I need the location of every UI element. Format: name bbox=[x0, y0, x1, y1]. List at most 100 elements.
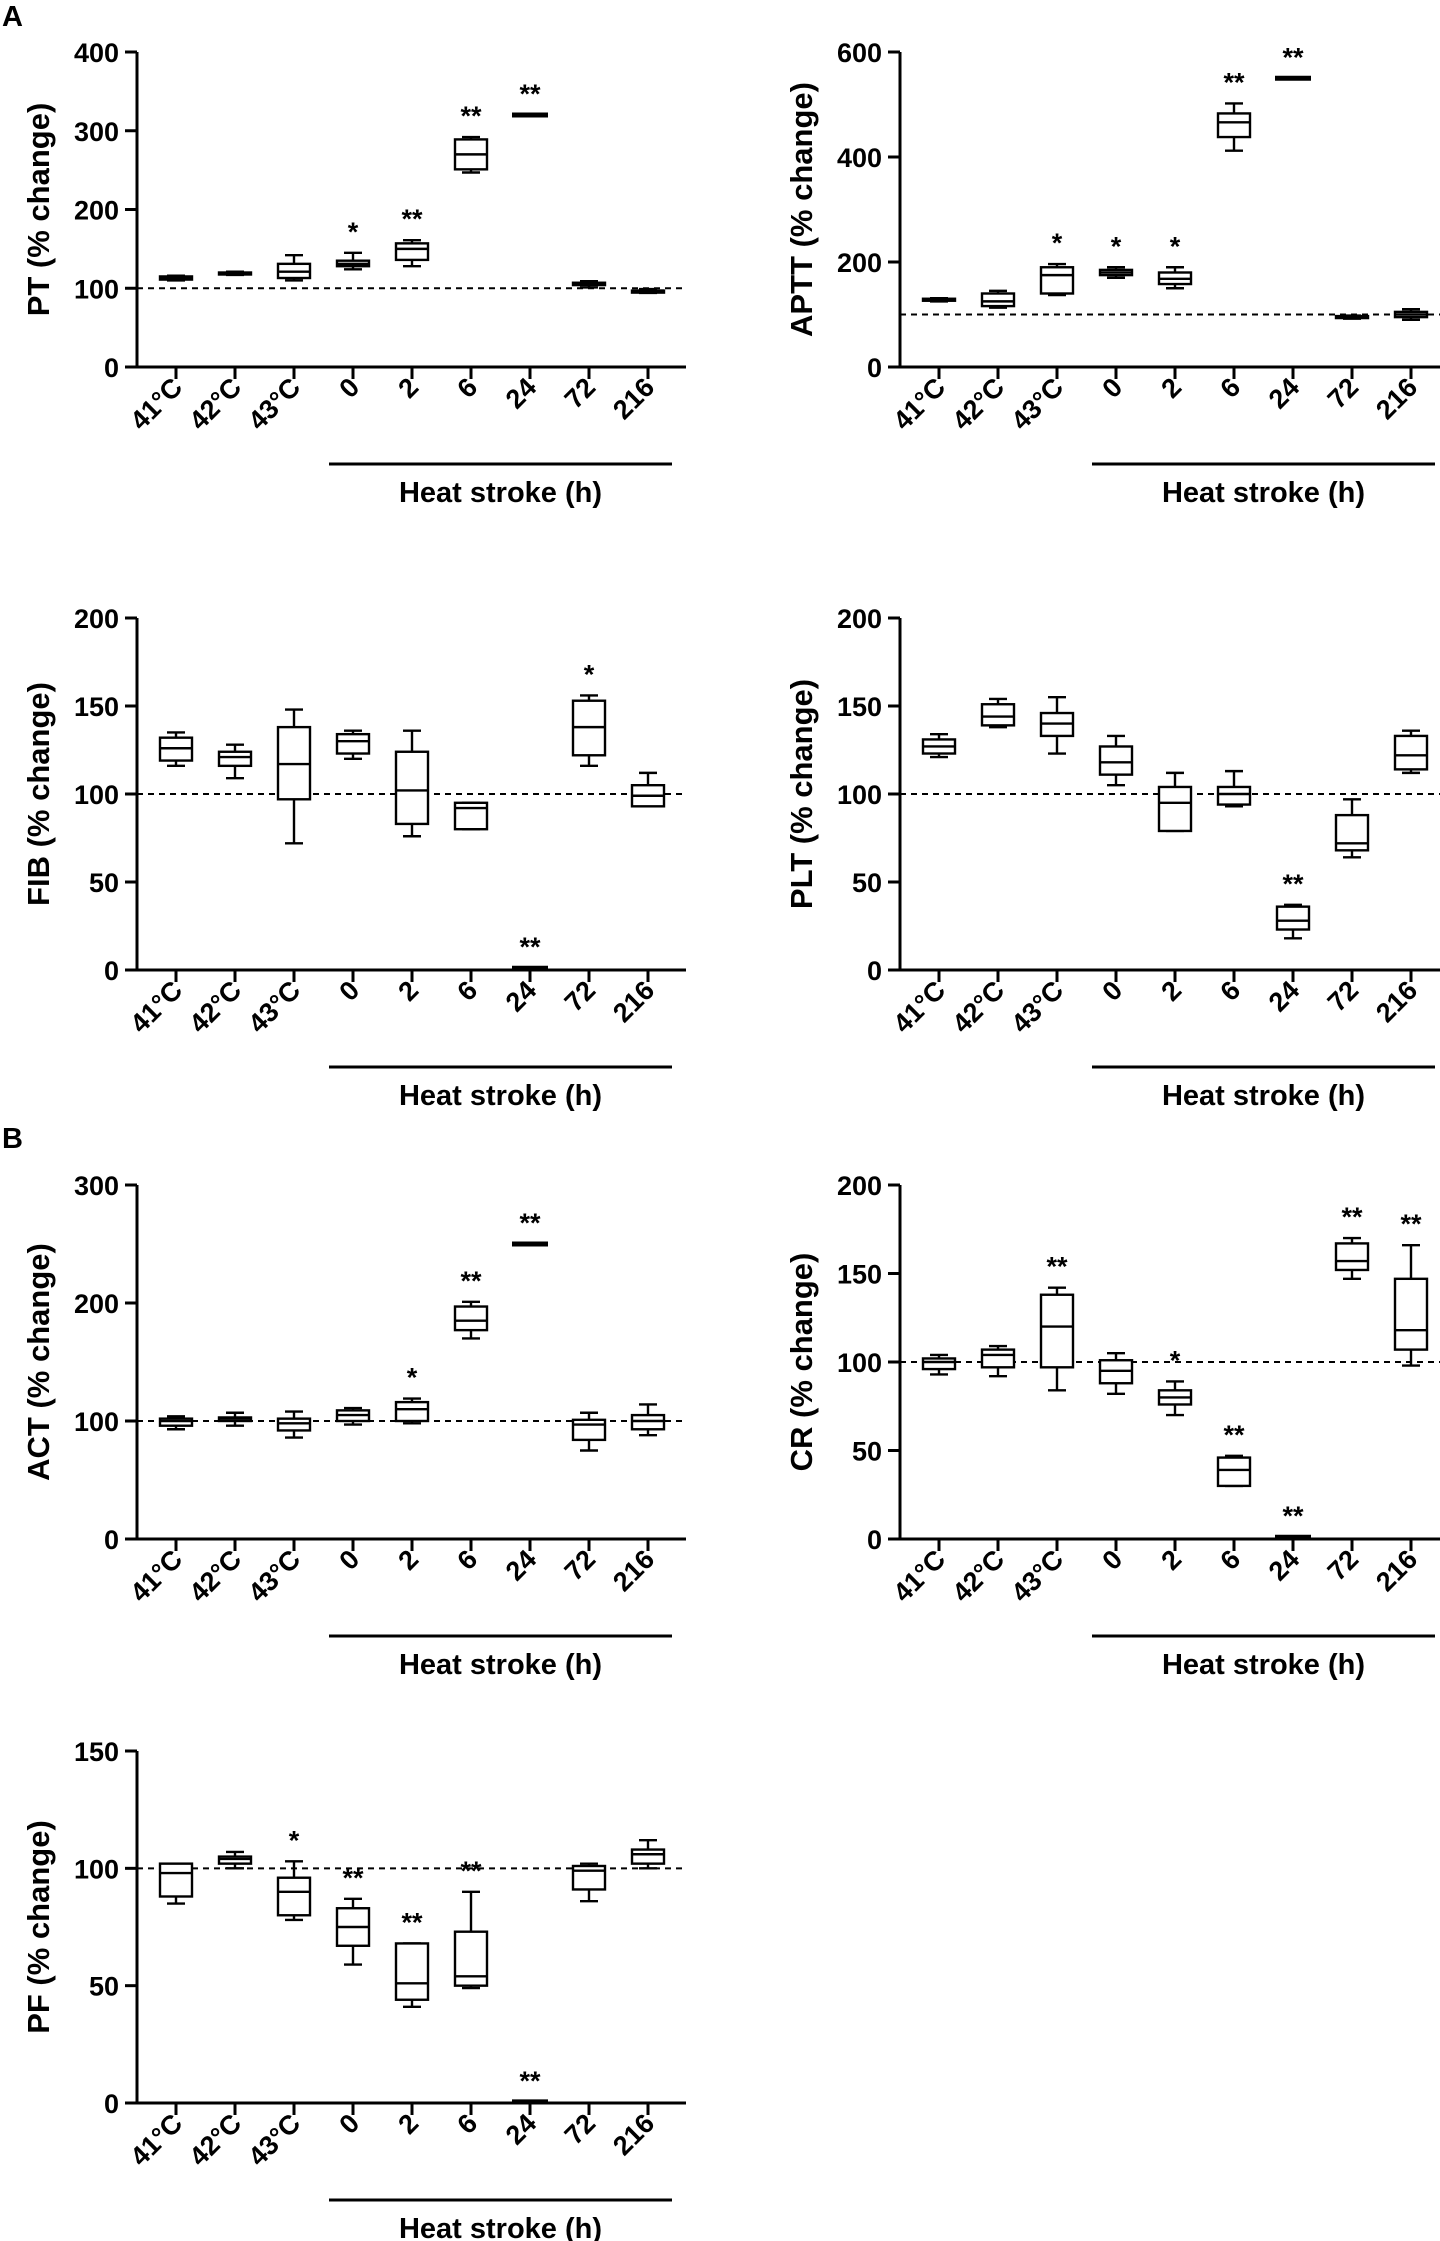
y-tick-label: 300 bbox=[74, 117, 119, 147]
y-tick-label: 0 bbox=[867, 353, 882, 383]
box-iqr bbox=[453, 1305, 489, 1332]
significance-marker: ** bbox=[1282, 869, 1304, 899]
group-label: Heat stroke (h) bbox=[1162, 477, 1365, 509]
box-6: ** 24 bbox=[1263, 1501, 1311, 1586]
box-5: 6 bbox=[451, 801, 489, 1007]
x-category-label: 43°C bbox=[1005, 372, 1069, 436]
x-category-label: 72 bbox=[559, 2108, 601, 2150]
y-tick-label: 400 bbox=[837, 143, 882, 173]
x-category-label: 0 bbox=[333, 975, 365, 1007]
box-iqr bbox=[1393, 1277, 1429, 1351]
y-tick-label: 100 bbox=[74, 1407, 119, 1437]
box-iqr bbox=[1334, 813, 1370, 852]
x-category-label: 6 bbox=[451, 2108, 483, 2140]
box-iqr bbox=[394, 1942, 430, 2001]
box-iqr bbox=[630, 1848, 666, 1865]
box-0: 41°C bbox=[124, 1862, 194, 2172]
box-7: 72 bbox=[1322, 314, 1370, 414]
box-4: ** 2 bbox=[392, 204, 430, 404]
box-3: *0 bbox=[1096, 231, 1134, 404]
y-axis-title: ACT (% change) bbox=[21, 1243, 56, 1481]
x-category-label: 72 bbox=[1322, 372, 1364, 414]
y-tick-label: 0 bbox=[867, 956, 882, 986]
box-2: 43°C bbox=[242, 253, 312, 436]
significance-marker: ** bbox=[519, 2066, 541, 2096]
x-category-label: 72 bbox=[559, 372, 601, 414]
box-1: 42°C bbox=[946, 1344, 1016, 1608]
y-tick-label: 600 bbox=[837, 38, 882, 68]
x-category-label: 24 bbox=[1263, 372, 1305, 414]
box-7: 72 bbox=[1322, 798, 1370, 1017]
box-4: *2 bbox=[392, 1363, 430, 1576]
box-5: ** 6 bbox=[1214, 1420, 1252, 1576]
box-3: 0 bbox=[333, 729, 371, 1007]
box-iqr bbox=[217, 750, 253, 768]
x-category-label: 41°C bbox=[124, 1544, 188, 1608]
significance-marker: ** bbox=[519, 932, 541, 962]
box-4: *2 bbox=[1155, 231, 1193, 404]
x-category-label: 2 bbox=[1155, 1544, 1187, 1576]
significance-marker: * bbox=[1170, 231, 1181, 261]
box-1: 42°C bbox=[183, 743, 253, 1039]
box-2: * 43°C bbox=[1005, 228, 1075, 436]
significance-marker: * bbox=[407, 1363, 418, 1393]
box-8: 216 bbox=[607, 1403, 666, 1597]
box-5: ** 6 bbox=[451, 101, 489, 404]
significance-marker: ** bbox=[1341, 1202, 1363, 1232]
box-8: 216 bbox=[607, 1838, 666, 2161]
group-label: Heat stroke (h) bbox=[399, 1080, 602, 1112]
y-tick-label: 100 bbox=[74, 780, 119, 810]
x-category-label: 6 bbox=[451, 1544, 483, 1576]
box-5: ** 6 bbox=[451, 1856, 489, 2140]
group-label: Heat stroke (h) bbox=[1162, 1649, 1365, 1681]
y-tick-label: 300 bbox=[74, 1171, 119, 1201]
y-axis-title: FIB (% change) bbox=[21, 682, 56, 906]
box-iqr bbox=[1098, 745, 1134, 776]
x-category-label: 6 bbox=[451, 975, 483, 1007]
y-tick-label: 100 bbox=[74, 1854, 119, 1884]
y-tick-label: 50 bbox=[852, 868, 882, 898]
box-1: 42°C bbox=[946, 289, 1016, 436]
y-tick-label: 50 bbox=[89, 868, 119, 898]
x-category-label: 2 bbox=[1155, 372, 1187, 404]
y-tick-label: 0 bbox=[104, 353, 119, 383]
x-category-label: 24 bbox=[500, 1544, 542, 1586]
box-2: 43°C bbox=[1005, 696, 1075, 1039]
box-iqr bbox=[1216, 1456, 1252, 1488]
y-tick-label: 0 bbox=[104, 1525, 119, 1555]
significance-marker: * bbox=[1111, 231, 1122, 261]
x-category-label: 6 bbox=[1214, 1544, 1246, 1576]
significance-marker: ** bbox=[1282, 1501, 1304, 1531]
box-iqr bbox=[571, 1418, 607, 1442]
x-category-label: 216 bbox=[607, 372, 660, 425]
box-iqr bbox=[335, 732, 371, 755]
box-0: 41°C bbox=[124, 731, 194, 1039]
y-tick-label: 50 bbox=[852, 1437, 882, 1467]
x-category-label: 42°C bbox=[946, 372, 1010, 436]
significance-marker: ** bbox=[519, 1208, 541, 1238]
box-7: 72 bbox=[559, 1411, 607, 1586]
box-iqr bbox=[980, 1348, 1016, 1369]
box-8: 216 bbox=[1370, 729, 1429, 1028]
y-tick-label: 200 bbox=[837, 604, 882, 634]
x-category-label: 41°C bbox=[124, 975, 188, 1039]
x-category-label: 216 bbox=[607, 975, 660, 1028]
x-category-label: 42°C bbox=[946, 1544, 1010, 1608]
x-category-label: 216 bbox=[1370, 975, 1423, 1028]
x-category-label: 42°C bbox=[183, 372, 247, 436]
y-tick-label: 200 bbox=[74, 196, 119, 226]
x-category-label: 6 bbox=[451, 372, 483, 404]
chart-5: 0 50 100 150 200 CR (% change) 41°C42°C ** 43°C 0… bbox=[784, 1171, 1440, 1681]
x-category-label: 42°C bbox=[183, 1544, 247, 1608]
x-category-label: 0 bbox=[333, 372, 365, 404]
box-iqr bbox=[1275, 905, 1311, 931]
panel-letter-a: A bbox=[2, 1, 23, 33]
box-8: 216 bbox=[607, 771, 666, 1028]
significance-marker: ** bbox=[460, 1856, 482, 1886]
y-tick-label: 0 bbox=[104, 956, 119, 986]
x-category-label: 43°C bbox=[242, 1544, 306, 1608]
box-1: 42°C bbox=[183, 270, 253, 436]
